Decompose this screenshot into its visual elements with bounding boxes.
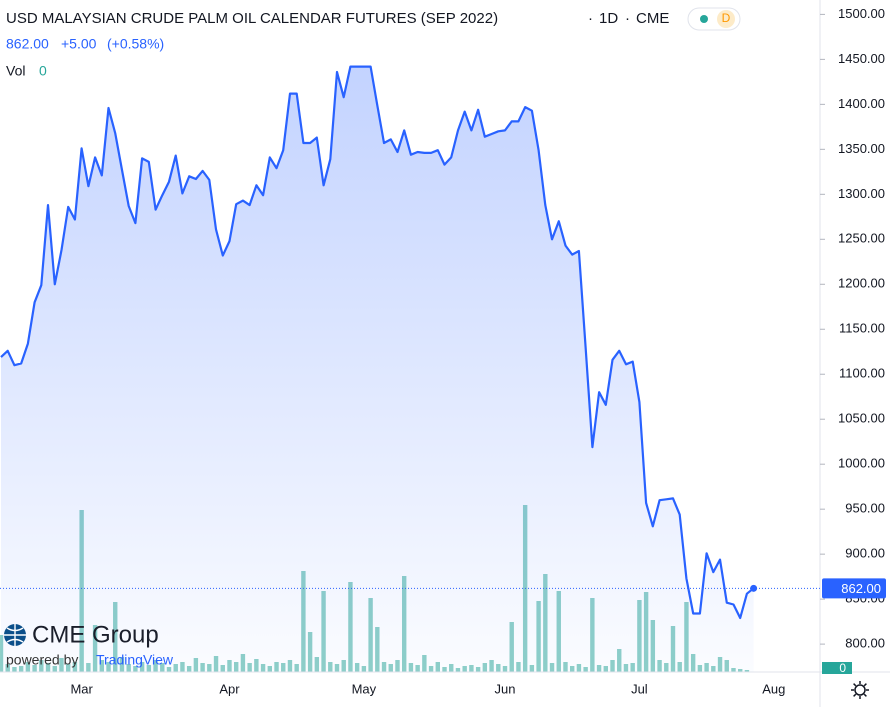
y-tick-label: 1300.00 bbox=[838, 186, 885, 201]
brand: CME Group bbox=[32, 621, 159, 648]
x-tick-label: Jul bbox=[631, 681, 648, 696]
x-tick-label: May bbox=[352, 681, 377, 696]
change: +5.00 bbox=[61, 36, 97, 52]
y-tick-label: 1450.00 bbox=[838, 51, 885, 66]
last-price-box bbox=[822, 578, 886, 599]
interval: 1D bbox=[599, 10, 618, 27]
separator: · bbox=[625, 10, 630, 27]
y-tick-label: 1350.00 bbox=[838, 141, 885, 156]
symbol-title: USD MALAYSIAN CRUDE PALM OIL CALENDAR FU… bbox=[6, 10, 498, 27]
badge-bg bbox=[717, 10, 735, 28]
volume-box bbox=[822, 662, 852, 674]
last-price: 862.00 bbox=[6, 36, 49, 52]
plot-area bbox=[0, 65, 758, 672]
y-tick-label: 1200.00 bbox=[838, 276, 885, 291]
volume-label: Vol bbox=[6, 63, 25, 79]
header: USD MALAYSIAN CRUDE PALM OIL CALENDAR FU… bbox=[6, 7, 741, 79]
y-tick-label: 1400.00 bbox=[838, 96, 885, 111]
y-tick-label: 900.00 bbox=[845, 546, 885, 561]
x-tick-label: Apr bbox=[219, 681, 240, 696]
y-tick-label: 1150.00 bbox=[839, 321, 885, 336]
exchange: CME bbox=[636, 10, 669, 27]
y-tick-label: 1100.00 bbox=[839, 366, 885, 381]
change-pct: (+0.58%) bbox=[107, 36, 164, 52]
y-tick-label: 950.00 bbox=[845, 501, 885, 516]
x-tick-label: Jun bbox=[495, 681, 516, 696]
volume-value: 0 bbox=[39, 63, 47, 79]
badge: D bbox=[722, 11, 731, 25]
watermark: CME Group powered by TradingView bbox=[4, 621, 174, 668]
y-tick-label: 1500.00 bbox=[838, 6, 885, 21]
volume-box-label: 0 bbox=[839, 661, 846, 675]
x-tick-label: Mar bbox=[70, 681, 93, 696]
price-area bbox=[1, 66, 754, 672]
y-tick-label: 1050.00 bbox=[838, 411, 885, 426]
separator: · bbox=[588, 10, 593, 27]
market-dot bbox=[700, 15, 708, 23]
price-line bbox=[0, 65, 755, 620]
settings-gear[interactable] bbox=[851, 681, 869, 699]
last-price-label: 862.00 bbox=[841, 581, 881, 596]
y-tick-label: 1250.00 bbox=[838, 231, 885, 246]
y-tick-label: 800.00 bbox=[845, 636, 885, 651]
powered-by: powered by bbox=[6, 652, 78, 668]
x-tick-label: Aug bbox=[762, 681, 785, 696]
platform: TradingView bbox=[96, 652, 174, 668]
cme-logo-icon bbox=[4, 624, 26, 646]
y-tick-label: 1000.00 bbox=[838, 456, 885, 471]
